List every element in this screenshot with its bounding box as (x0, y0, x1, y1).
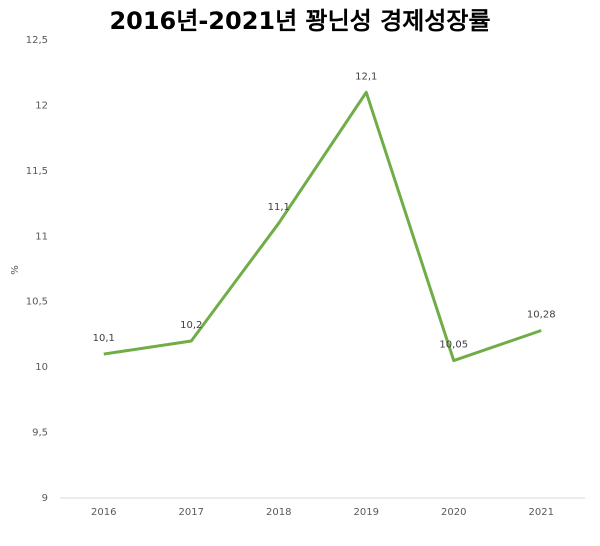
x-tick-label: 2016 (91, 507, 116, 518)
data-label: 10,28 (527, 310, 556, 321)
y-tick-label: 9,5 (32, 428, 48, 439)
data-label: 10,1 (93, 333, 115, 344)
data-label: 10,05 (439, 340, 468, 351)
y-axis-label: % (10, 265, 21, 275)
y-tick-label: 12 (35, 100, 48, 111)
x-tick-label: 2018 (266, 507, 291, 518)
chart-title: 2016년-2021년 꽝닌성 경제성장률 (109, 7, 490, 35)
y-tick-label: 10,5 (26, 297, 48, 308)
y-tick-label: 10 (35, 362, 48, 373)
y-tick-label: 11,5 (26, 166, 48, 177)
x-tick-label: 2020 (441, 507, 466, 518)
x-tick-label: 2017 (179, 507, 204, 518)
data-label: 11,1 (268, 202, 290, 213)
data-label: 10,2 (180, 320, 202, 331)
y-tick-label: 11 (35, 231, 48, 242)
y-tick-label: 9 (42, 493, 48, 504)
line (103, 90, 542, 363)
x-tick-label: 2019 (354, 507, 379, 518)
y-tick-label: 12,5 (26, 35, 48, 46)
x-tick-label: 2021 (529, 507, 554, 518)
data-label: 12,1 (355, 71, 377, 82)
